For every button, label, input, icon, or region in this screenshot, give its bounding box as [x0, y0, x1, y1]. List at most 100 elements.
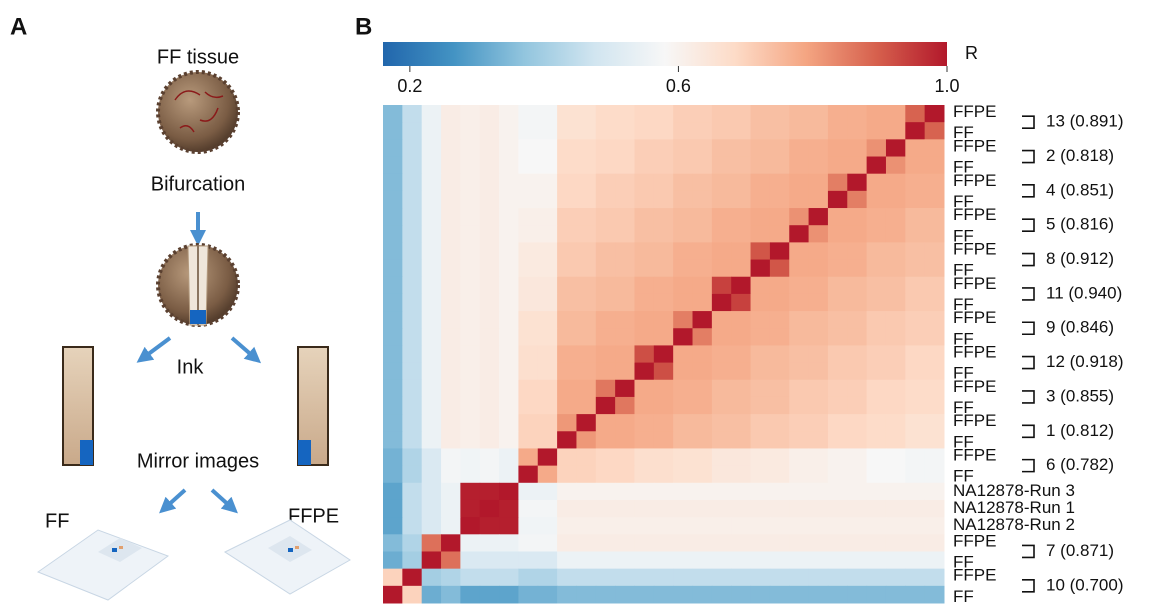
heatmap-cell [460, 482, 481, 501]
heatmap-cell [808, 585, 829, 604]
heatmap-cell [711, 551, 732, 570]
heatmap-cell [905, 173, 926, 192]
heatmap-cell [499, 362, 519, 381]
heatmap-cell [421, 431, 442, 449]
pair-label: 2 (0.818) [1046, 146, 1114, 165]
heatmap-cell [479, 465, 500, 484]
heatmap-cell [731, 328, 752, 346]
heatmap-cell [924, 328, 945, 346]
heatmap-cell [557, 534, 577, 552]
heatmap-cell [460, 362, 481, 381]
heatmap-cell [557, 208, 577, 226]
heatmap-cell [499, 551, 519, 570]
heatmap-cell [885, 448, 906, 467]
heatmap-cell [692, 173, 713, 192]
heatmap-cell [789, 362, 810, 381]
heatmap-cell [595, 122, 616, 140]
heatmap-cell [653, 431, 674, 449]
heatmap-cell [557, 499, 577, 518]
heatmap-cell [731, 362, 752, 381]
heatmap-cell [402, 345, 423, 364]
heatmap-cell [692, 534, 713, 552]
heatmap-cell [905, 362, 926, 381]
heatmap-cell [847, 225, 868, 243]
heatmap-cell [866, 396, 887, 415]
heatmap-cell [595, 568, 616, 587]
heatmap-cell [692, 105, 713, 123]
heatmap-cell [634, 431, 655, 449]
heatmap-cell [653, 585, 674, 604]
heatmap-cell [885, 551, 906, 570]
heatmap-cell [750, 328, 771, 346]
heatmap-cell [711, 568, 732, 587]
heatmap-cell [692, 482, 713, 501]
heatmap-cell [421, 293, 442, 312]
heatmap-cell [634, 534, 655, 552]
heatmap-cell [479, 517, 500, 535]
heatmap-cell [383, 225, 403, 243]
heatmap-cell [692, 122, 713, 140]
heatmap-cell [441, 534, 461, 552]
heatmap-cell [537, 105, 558, 123]
heatmap-cell [673, 259, 694, 278]
heatmap-cell [479, 156, 500, 175]
heatmap-cell [692, 208, 713, 226]
heatmap-cell [383, 534, 403, 552]
heatmap-cell [557, 379, 577, 398]
heatmap-cell [634, 414, 655, 432]
heatmap-cell [557, 362, 577, 381]
heatmap-cell [711, 517, 732, 535]
heatmap-cell [460, 139, 481, 158]
heatmap-cell [711, 465, 732, 484]
heatmap-cell [905, 242, 926, 261]
heatmap-cell [576, 259, 597, 278]
heatmap-cell [866, 534, 887, 552]
heatmap-cell [731, 534, 752, 552]
heatmap-cell [421, 242, 442, 261]
heatmap-cell [692, 225, 713, 243]
heatmap-cell [866, 293, 887, 312]
heatmap-cell [673, 105, 694, 123]
heatmap-cell [479, 105, 500, 123]
heatmap-cell [885, 465, 906, 484]
heatmap-cell [537, 276, 558, 295]
heatmap-cell [499, 379, 519, 398]
pair-label: 13 (0.891) [1046, 112, 1124, 131]
heatmap-cell [634, 448, 655, 467]
heatmap-cell [885, 396, 906, 415]
pair-bracket [1022, 321, 1035, 336]
heatmap-cell [615, 551, 635, 570]
heatmap-cell [383, 190, 403, 209]
heatmap-cell [518, 311, 539, 329]
heatmap-cell [731, 276, 752, 295]
heatmap-cell [847, 190, 868, 209]
heatmap-cell [769, 551, 790, 570]
heatmap-cell [789, 311, 810, 329]
heatmap-cell [595, 293, 616, 312]
heatmap-cell [479, 259, 500, 278]
heatmap-cell [692, 551, 713, 570]
heatmap-cell [924, 585, 945, 604]
heatmap-cell [885, 568, 906, 587]
heatmap-cell [847, 242, 868, 261]
row-label: NA12878-Run 1 [953, 498, 1075, 517]
heatmap-cell [383, 482, 403, 501]
heatmap-cell [750, 362, 771, 381]
heatmap-cell [441, 448, 461, 467]
heatmap-cell [711, 414, 732, 432]
step-label: Ink [177, 356, 205, 378]
heatmap-cell [885, 293, 906, 312]
heatmap-cell [847, 362, 868, 381]
heatmap-cell [441, 362, 461, 381]
heatmap-cell [808, 551, 829, 570]
colorbar-tick-label: 0.6 [666, 76, 691, 96]
heatmap-cell [692, 293, 713, 312]
heatmap-cell [518, 396, 539, 415]
heatmap-cell [885, 534, 906, 552]
heatmap-cell [827, 362, 848, 381]
heatmap-cell [827, 328, 848, 346]
heatmap-cell [653, 396, 674, 415]
heatmap-cell [692, 242, 713, 261]
heatmap-cell [634, 208, 655, 226]
